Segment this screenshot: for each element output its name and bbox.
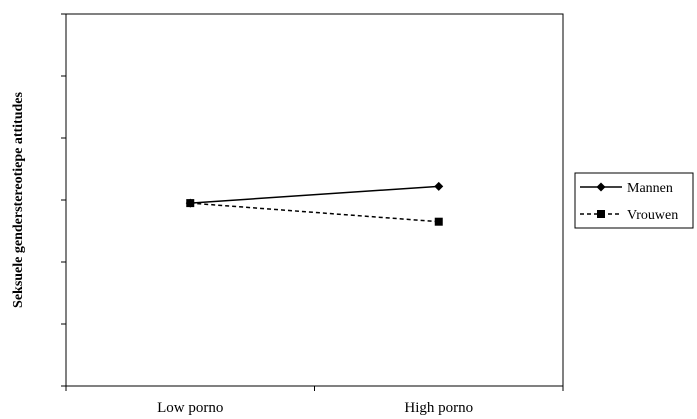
legend-entry: Mannen — [580, 181, 673, 196]
data-point-marker — [434, 181, 444, 191]
series-layer — [185, 181, 444, 226]
y-axis-ticks — [61, 13, 66, 387]
series-vrouwen — [186, 199, 443, 226]
plot-area — [65, 13, 564, 387]
y-axis-title: Seksuele genderstereotiepe attitudes — [11, 91, 26, 307]
legend-entry: Vrouwen — [580, 208, 678, 223]
legend-label: Vrouwen — [627, 208, 678, 223]
series-line — [190, 185, 439, 204]
x-axis-tick-labels: Low porno High porno — [157, 400, 473, 416]
legend-marker — [596, 182, 606, 192]
data-point-marker — [186, 199, 195, 208]
x-tick-label: Low porno — [157, 400, 223, 416]
legend: Mannen Vrouwen — [574, 172, 694, 229]
legend-box — [574, 172, 694, 229]
data-point-marker — [434, 217, 443, 226]
legend-label: Mannen — [627, 181, 673, 196]
x-tick-label: High porno — [404, 400, 473, 416]
x-axis-ticks — [65, 386, 564, 391]
legend-marker — [597, 210, 605, 218]
